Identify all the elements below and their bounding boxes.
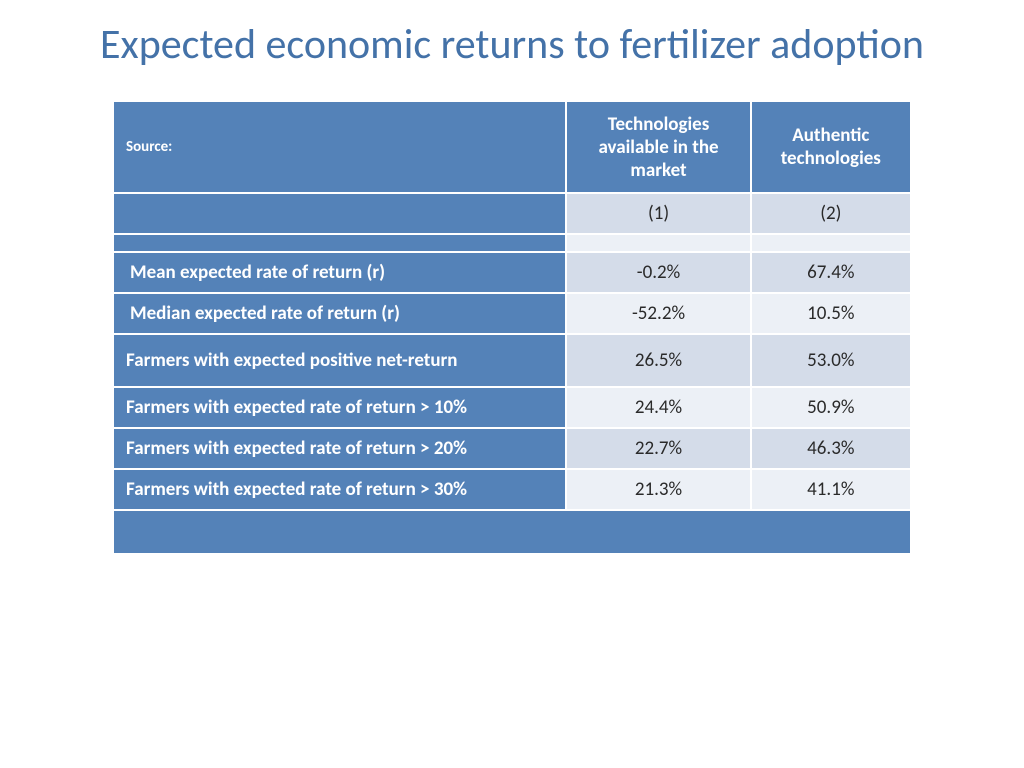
row-label: Farmers with expected rate of return > 1…: [114, 388, 565, 427]
header-col1: Technologies available in the market: [567, 102, 749, 192]
row-c2: 10.5%: [752, 294, 910, 333]
header-col2: Authentic technologies: [752, 102, 910, 192]
index-row: (1) (2): [114, 194, 910, 233]
row-c1: -0.2%: [567, 253, 749, 292]
footer-row: [114, 511, 910, 553]
row-c1: [567, 235, 749, 251]
table-row: Farmers with expected rate of return > 3…: [114, 470, 910, 509]
table-row: [114, 235, 910, 251]
row-c2: 67.4%: [752, 253, 910, 292]
header-source: Source:: [114, 102, 565, 192]
row-c1: 24.4%: [567, 388, 749, 427]
row-label: Farmers with expected rate of return > 3…: [114, 470, 565, 509]
row-c1: 26.5%: [567, 335, 749, 386]
table-header-row: Source: Technologies available in the ma…: [114, 102, 910, 192]
row-c2: 46.3%: [752, 429, 910, 468]
row-c1: 21.3%: [567, 470, 749, 509]
row-c2: 53.0%: [752, 335, 910, 386]
row-c1: 22.7%: [567, 429, 749, 468]
index-label: [114, 194, 565, 233]
table-row: Farmers with expected positive net-retur…: [114, 335, 910, 386]
row-label: Mean expected rate of return (r): [114, 253, 565, 292]
slide: Expected economic returns to fertilizer …: [0, 0, 1024, 768]
returns-table: Source: Technologies available in the ma…: [112, 100, 912, 555]
footer-cell: [114, 511, 910, 553]
row-label: Median expected rate of return (r): [114, 294, 565, 333]
table-row: Farmers with expected rate of return > 2…: [114, 429, 910, 468]
table-row: Farmers with expected rate of return > 1…: [114, 388, 910, 427]
row-c2: 50.9%: [752, 388, 910, 427]
index-c1: (1): [567, 194, 749, 233]
table-row: Mean expected rate of return (r)-0.2%67.…: [114, 253, 910, 292]
row-label: Farmers with expected rate of return > 2…: [114, 429, 565, 468]
row-c2: 41.1%: [752, 470, 910, 509]
table-container: Source: Technologies available in the ma…: [112, 100, 912, 555]
row-c2: [752, 235, 910, 251]
table-row: Median expected rate of return (r)-52.2%…: [114, 294, 910, 333]
row-label: [114, 235, 565, 251]
row-c1: -52.2%: [567, 294, 749, 333]
index-c2: (2): [752, 194, 910, 233]
row-label: Farmers with expected positive net-retur…: [114, 335, 565, 386]
page-title: Expected economic returns to fertilizer …: [50, 20, 974, 70]
